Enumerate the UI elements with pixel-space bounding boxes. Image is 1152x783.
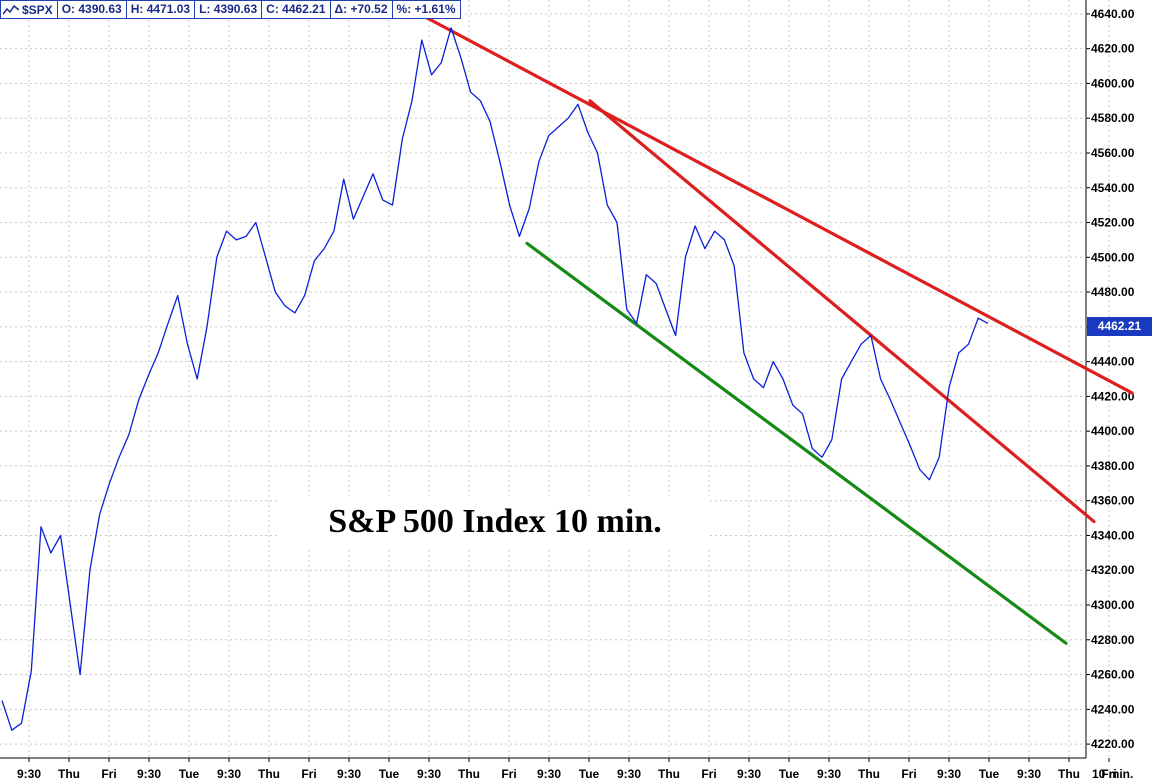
- close-value: C: 4462.21: [262, 0, 331, 19]
- trendline-2: [588, 99, 1096, 524]
- grid: [0, 0, 1110, 759]
- x-tick-label: 9:30: [617, 767, 641, 781]
- x-tick-label: 9:30: [217, 767, 241, 781]
- x-axis: 9:30 Thu Fri 9:30 Tue 9:30 Thu Fri 9:30 Tue 9:30 Th…: [17, 758, 1133, 781]
- x-tick-label: Tue: [979, 767, 1000, 781]
- x-tick-label: 9:30: [1017, 767, 1041, 781]
- y-tick-label: 4560.00: [1091, 146, 1135, 160]
- y-tick-label: 4500.00: [1091, 250, 1135, 264]
- trendlines: [424, 15, 1134, 645]
- x-tick-label: Fri: [301, 767, 316, 781]
- x-tick-label: Tue: [179, 767, 200, 781]
- trendline-1: [424, 15, 1134, 395]
- x-tick-label: Thu: [458, 767, 480, 781]
- symbol-cell[interactable]: $SPX: [0, 0, 58, 19]
- y-axis: 4220.00 4240.00 4260.00 4280.00 4300.00 4320.…: [1086, 7, 1135, 751]
- x-tick-label: 9:30: [537, 767, 561, 781]
- x-tick-label: Fri: [901, 767, 916, 781]
- y-tick-label: 4320.00: [1091, 563, 1135, 577]
- y-tick-label: 4640.00: [1091, 7, 1135, 21]
- price-line: [1, 27, 989, 731]
- trendline-3: [525, 241, 1068, 645]
- x-tick-label: Tue: [779, 767, 800, 781]
- y-tick-label: 4620.00: [1091, 42, 1135, 56]
- y-tick-label: 4360.00: [1091, 494, 1135, 508]
- x-tick-label: 9:30: [817, 767, 841, 781]
- y-tick-label: 4220.00: [1091, 737, 1135, 751]
- x-tick-label: Fri: [101, 767, 116, 781]
- y-tick-label: 4340.00: [1091, 528, 1135, 542]
- x-tick-label: 9:30: [937, 767, 961, 781]
- y-tick-label: 4280.00: [1091, 633, 1135, 647]
- x-tick-label: Thu: [658, 767, 680, 781]
- y-tick-label: 4520.00: [1091, 216, 1135, 230]
- x-tick-label: Thu: [858, 767, 880, 781]
- y-tick-label: 4600.00: [1091, 76, 1135, 90]
- x-tick-label: Thu: [1058, 767, 1080, 781]
- ohlc-info-bar: $SPX O: 4390.63 H: 4471.03 L: 4390.63 C:…: [0, 0, 461, 19]
- x-tick-label: 9:30: [17, 767, 41, 781]
- x-tick-label: Fri: [501, 767, 516, 781]
- x-unit-label: 10 min.: [1092, 767, 1133, 781]
- high-value: H: 4471.03: [126, 0, 196, 19]
- last-price-tag: 4462.21: [1087, 317, 1152, 336]
- x-tick-label: Tue: [579, 767, 600, 781]
- y-tick-label: 4240.00: [1091, 702, 1135, 716]
- x-tick-label: 9:30: [737, 767, 761, 781]
- series: [1, 27, 989, 731]
- x-tick-label: Thu: [58, 767, 80, 781]
- y-tick-label: 4300.00: [1091, 598, 1135, 612]
- x-tick-label: Fri: [701, 767, 716, 781]
- y-tick-label: 4400.00: [1091, 424, 1135, 438]
- open-value: O: 4390.63: [57, 0, 127, 19]
- mini-chart-icon: [3, 4, 19, 15]
- x-tick-label: 9:30: [417, 767, 441, 781]
- symbol-label: $SPX: [22, 3, 53, 17]
- y-tick-label: 4380.00: [1091, 459, 1135, 473]
- low-value: L: 4390.63: [195, 0, 263, 19]
- x-tick-label: 9:30: [337, 767, 361, 781]
- y-tick-label: 4580.00: [1091, 111, 1135, 125]
- y-tick-label: 4440.00: [1091, 355, 1135, 369]
- y-tick-label: 4260.00: [1091, 668, 1135, 682]
- y-tick-label: 4540.00: [1091, 181, 1135, 195]
- y-tick-label: 4420.00: [1091, 389, 1135, 403]
- y-tick-label: 4480.00: [1091, 285, 1135, 299]
- x-tick-label: Fri: [1101, 767, 1116, 781]
- x-tick-label: Tue: [379, 767, 400, 781]
- change-value: Δ: +70.52: [330, 0, 393, 19]
- x-tick-label: 9:30: [137, 767, 161, 781]
- percent-change-value: %: +1.61%: [392, 0, 461, 19]
- chart-title-label: S&P 500 Index 10 min.: [280, 496, 710, 548]
- x-tick-label: Thu: [258, 767, 280, 781]
